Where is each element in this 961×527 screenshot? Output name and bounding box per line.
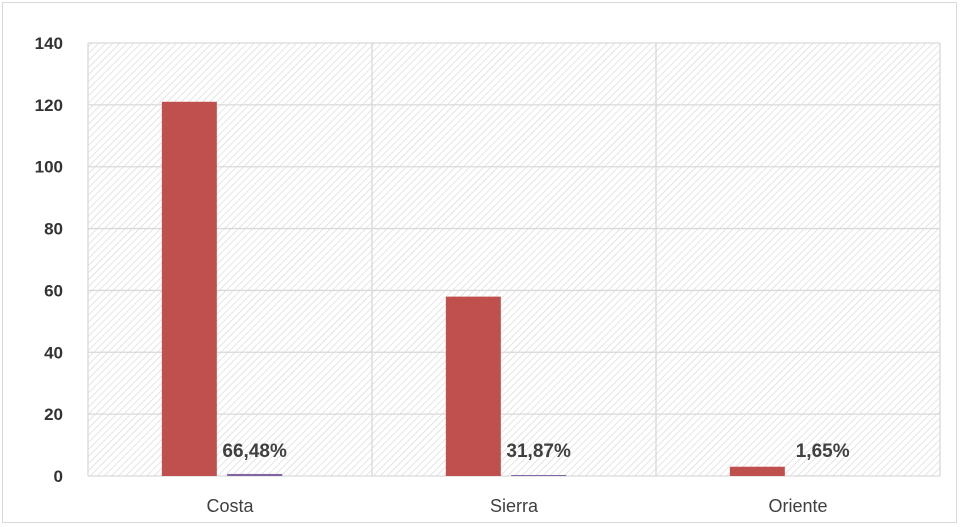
y-tick-label: 20 (44, 405, 63, 424)
y-tick-label: 0 (54, 467, 63, 486)
plot-area (88, 43, 940, 476)
bar-percentage (227, 473, 283, 476)
data-label: 31,87% (506, 441, 571, 462)
y-tick-label: 100 (35, 158, 63, 177)
bar-count (729, 466, 785, 476)
bar-percentage (511, 475, 567, 476)
y-tick-label: 80 (44, 220, 63, 239)
x-tick-label: Costa (206, 496, 254, 516)
y-tick-label: 120 (35, 96, 63, 115)
x-tick-label: Sierra (490, 496, 539, 516)
data-label: 66,48% (222, 441, 287, 462)
y-tick-label: 40 (44, 343, 63, 362)
bars (161, 101, 851, 476)
labels: 0 20 40 60 80 100 120 140 66,48% Costa 31,87% Sierr… (35, 34, 850, 516)
x-tick-label: Oriente (768, 496, 827, 516)
bar-count (161, 101, 217, 476)
gridlines (87, 42, 941, 477)
data-label: 1,65% (796, 441, 850, 462)
y-tick-label: 60 (44, 281, 63, 300)
bar-count (445, 296, 501, 476)
y-tick-label: 140 (35, 34, 63, 53)
